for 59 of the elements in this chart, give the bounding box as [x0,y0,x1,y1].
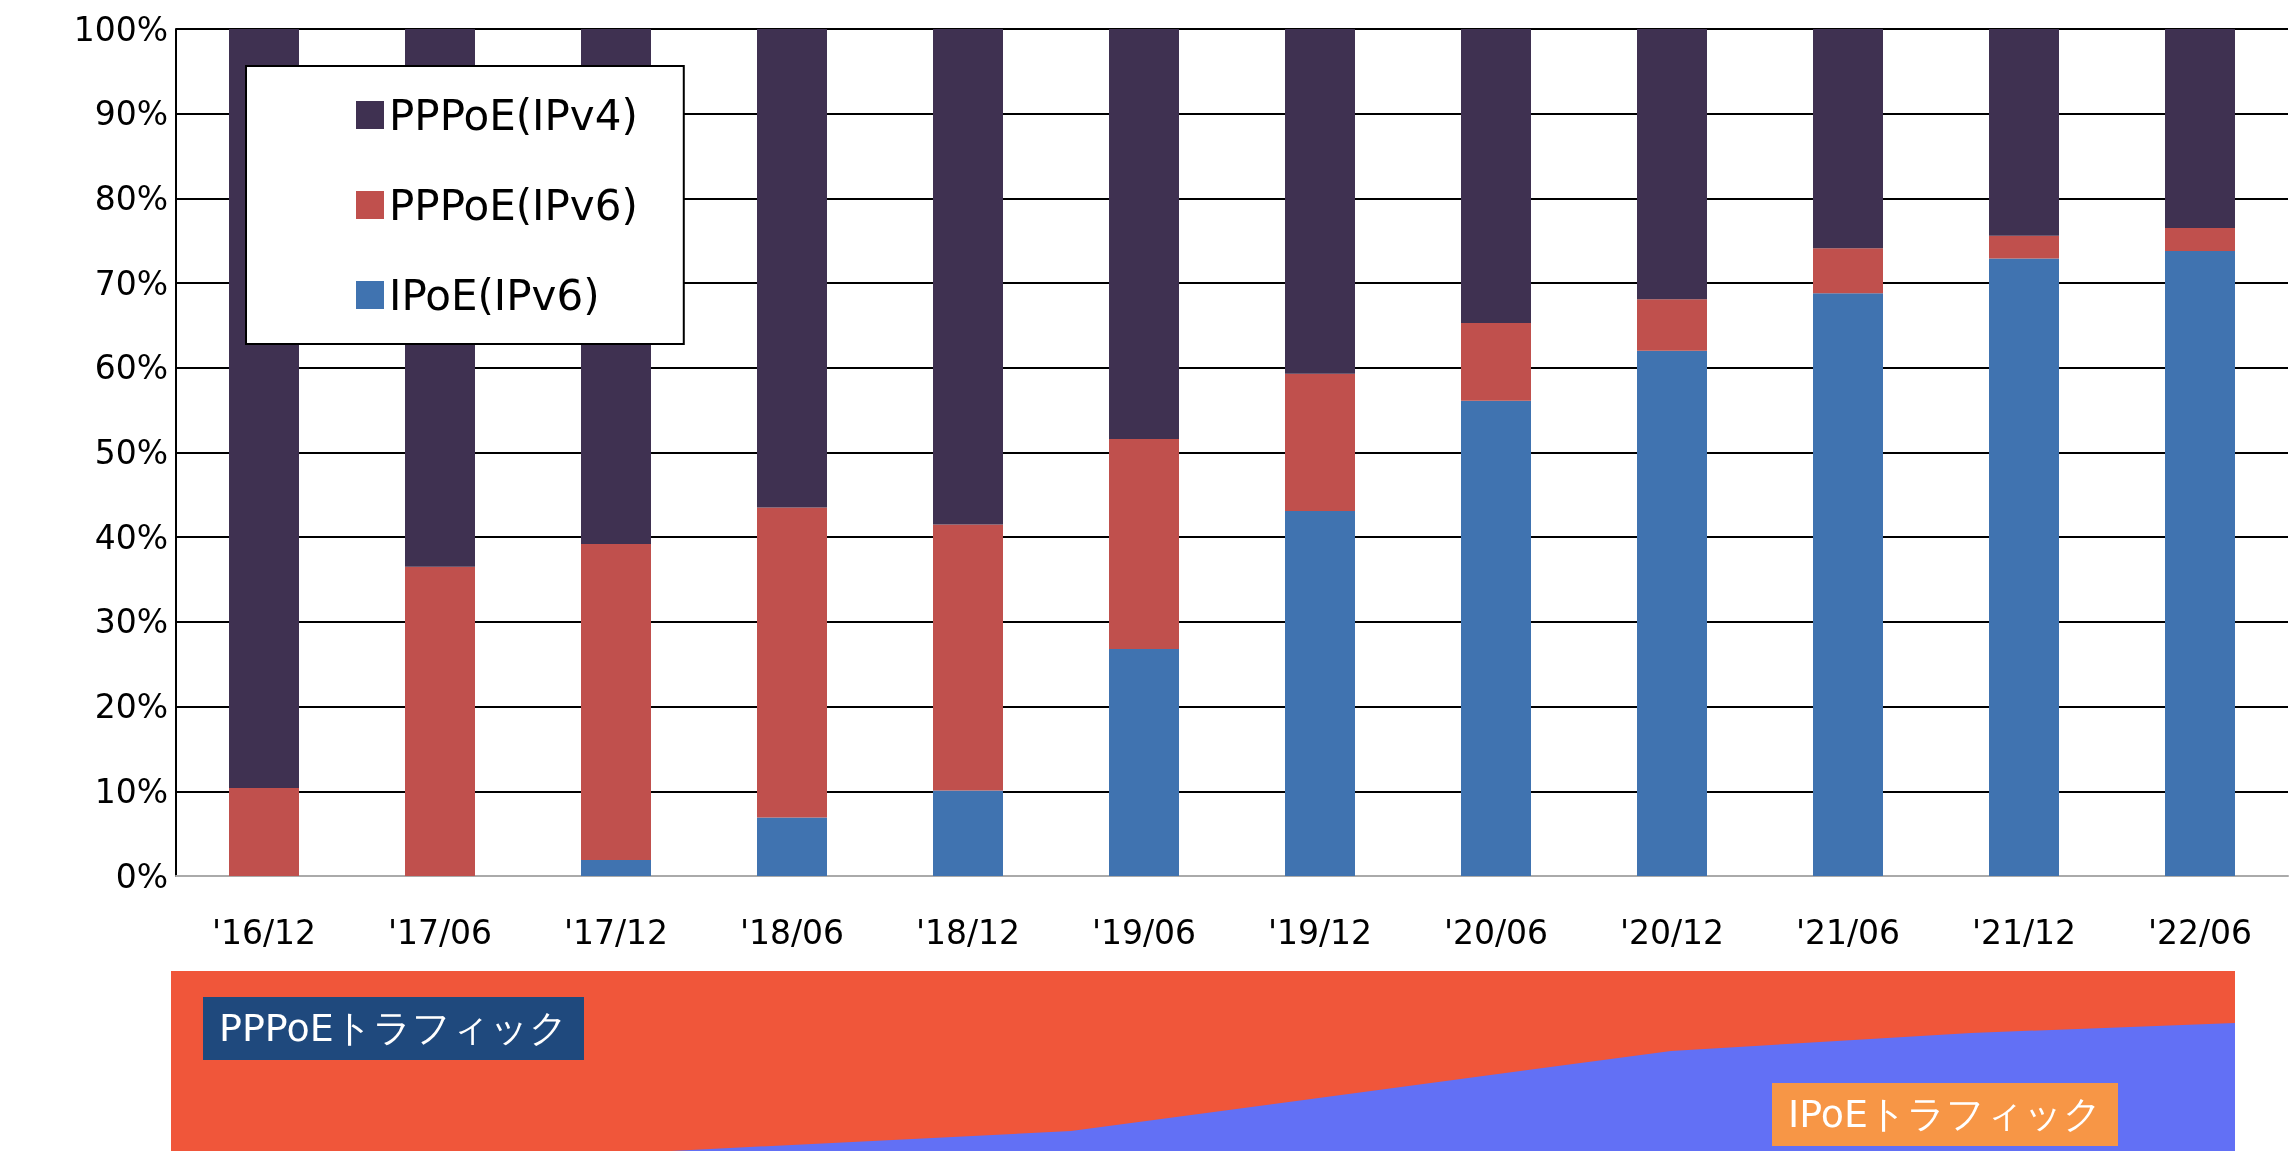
bar [581,543,651,860]
bar [1109,438,1179,649]
bar [1813,29,1883,249]
bar [581,859,651,876]
bar [1637,29,1707,300]
bar [1461,322,1531,401]
legend-label: PPPoE(IPv6) [389,180,638,230]
x-tick-label: '17/06 [387,913,493,952]
x-tick-label: '22/06 [2147,913,2253,952]
bar [2165,228,2235,251]
bar [1813,293,1883,876]
y-tick-label: 90% [94,94,168,134]
bar [757,29,827,508]
y-tick-label: 100% [73,9,168,49]
x-tick-label: '18/06 [739,913,845,952]
text: IPoEトラフィック [1772,1083,2119,1146]
x-tick-label: '18/12 [915,913,1021,952]
bar [1637,350,1707,876]
y-tick-label: 70% [94,263,168,303]
bar [1109,29,1179,439]
y-tick-label: 0% [115,856,168,896]
y-tick-label: 80% [94,178,168,218]
bar [405,566,475,876]
y-tick-label: 40% [94,517,168,557]
bar [933,790,1003,876]
x-tick-label: '17/12 [563,913,669,952]
bar [229,787,299,876]
x-tick-label: '19/06 [1091,913,1197,952]
bar [2165,29,2235,229]
bar [1989,258,2059,876]
y-tick-label: 20% [94,687,168,727]
x-tick-label: '19/12 [1267,913,1373,952]
text: PPPoEトラフィック [203,997,584,1060]
x-tick-label: '21/06 [1795,913,1901,952]
bar [1813,248,1883,294]
bar [1461,29,1531,323]
bar [1461,400,1531,876]
legend-label: PPPoE(IPv4) [389,90,638,140]
bar [757,507,827,818]
legend-label: IPoE(IPv6) [389,270,600,320]
x-tick-label: '20/12 [1619,913,1725,952]
bar [1109,649,1179,876]
bar [1285,29,1355,374]
x-tick-label: '20/06 [1443,913,1549,952]
bar [1637,299,1707,351]
bar [933,29,1003,525]
x-tick-label: '16/12 [211,913,317,952]
bar [1989,29,2059,236]
bar [1989,235,2059,259]
x-tick-label: '21/12 [1971,913,2077,952]
y-tick-label: 60% [94,348,168,388]
y-tick-label: 50% [94,433,168,472]
bar [1285,373,1355,511]
bar [757,817,827,876]
y-tick-label: 30% [94,602,168,642]
bar [933,524,1003,791]
bar [1285,510,1355,876]
bar [2165,250,2235,876]
y-tick-label: 10% [94,771,168,811]
